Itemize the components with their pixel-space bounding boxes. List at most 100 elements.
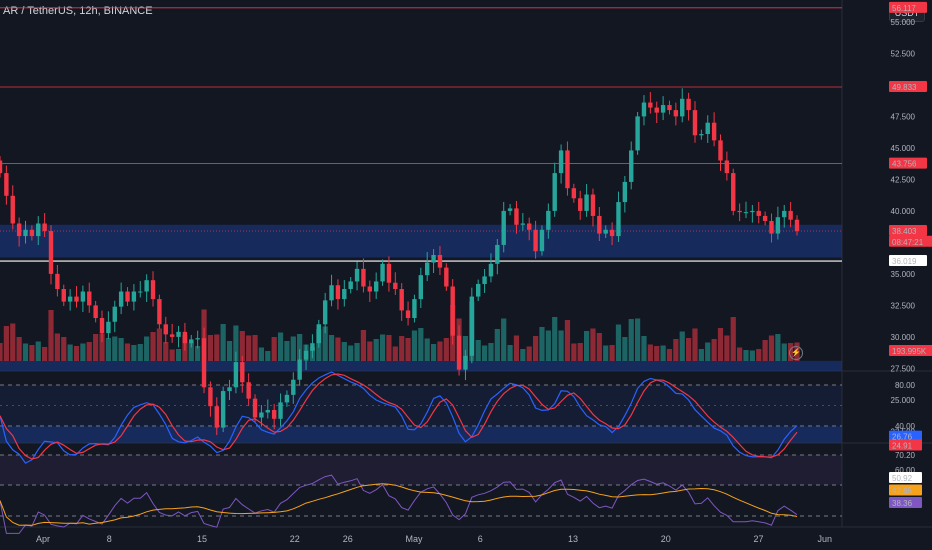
volume-bar [16,337,22,361]
candle [680,98,685,117]
volume-bar [545,330,551,361]
candle [622,181,628,203]
volume-bar [258,347,265,361]
candle [42,223,47,232]
price-label-bg [889,157,927,169]
date-tick: Jun [817,534,832,544]
volume-bar [35,341,41,361]
volume-bar [22,343,29,361]
price-tick: 42.500 [891,175,916,184]
volume-bar [501,318,507,361]
volume-bar [399,336,405,361]
candle [61,289,66,302]
volume-bar [660,345,666,361]
candle [284,394,290,403]
volume-bar [322,326,328,361]
candle [99,317,105,334]
volume-bar [717,328,724,361]
candle [507,208,513,211]
candle [584,194,589,211]
volume-bar [277,332,284,361]
support-zones [0,224,842,443]
lightning-icon[interactable]: ⚡ [789,346,803,360]
candle [271,409,277,419]
volume-bar [443,338,449,361]
candle [711,122,717,141]
price-tick: 55.000 [891,18,916,27]
volume-bar [93,334,99,361]
candle [418,275,424,300]
volume-bar [54,333,60,361]
stoch-label-bg [889,430,922,442]
rsi-label: 42.65 [892,487,913,496]
rsi-band [0,455,842,485]
volume-bar [348,345,354,361]
volume-bar [552,317,558,361]
rsi-label-bg [889,484,922,496]
candle [609,229,615,237]
candle [125,291,130,302]
volume-bar [635,318,641,361]
candle [488,263,494,277]
candle [578,198,583,211]
volume-bar [756,349,762,361]
price-tick: 30.000 [891,333,916,342]
volume-bar [42,347,48,361]
volume-bar [118,338,124,361]
candle [641,102,647,117]
candle [424,262,430,276]
candle [501,210,506,245]
date-axis: Apr 8 15 22 26 May 6 13 20 27 Jun [36,534,832,544]
rsi-ma-line [0,483,798,526]
volume-bar [367,341,373,361]
stoch-k-line [0,371,798,464]
candle [603,229,608,234]
candle [571,188,577,199]
volume-bar [175,349,182,361]
date-tick: 20 [661,534,671,544]
rsi-pane [0,474,798,534]
volume-bar [647,344,653,361]
volume-bar [271,337,277,361]
volume-bar [590,328,596,361]
volume-bar [112,336,118,361]
volume-bar [462,336,469,361]
volume-bar [698,349,704,361]
volume-bar [762,340,768,361]
volume-bar [220,324,226,361]
level-lines [0,7,842,262]
volume-bar [328,335,335,361]
candle [144,280,149,292]
price-label: 08:47:21 [892,238,924,247]
volume-bar [144,336,150,361]
candle [558,150,564,174]
stoch-tick: 80.00 [895,381,916,390]
volume-bar [494,329,500,361]
date-tick: 15 [197,534,207,544]
candle [150,280,156,300]
volume-bar [724,335,730,361]
candle [724,160,730,174]
price-label: 36.019 [892,257,917,266]
date-tick: 6 [478,534,483,544]
volume-bar [379,334,386,361]
candle [635,116,640,151]
volume-bar [226,341,233,361]
date-tick: 8 [107,534,112,544]
candle [520,223,526,225]
candle [654,107,659,113]
candle [373,281,379,292]
candle [463,355,468,370]
volume-bar [539,327,545,361]
volume-bar [730,317,736,361]
candle [214,406,219,428]
price-label-bg [889,235,932,247]
candle [405,310,411,318]
volume-bar [692,328,698,361]
stoch-rsi-pane [0,371,798,464]
candle [131,291,137,302]
candle [648,102,653,108]
candle [348,281,353,290]
price-tick: 27.500 [891,364,916,373]
